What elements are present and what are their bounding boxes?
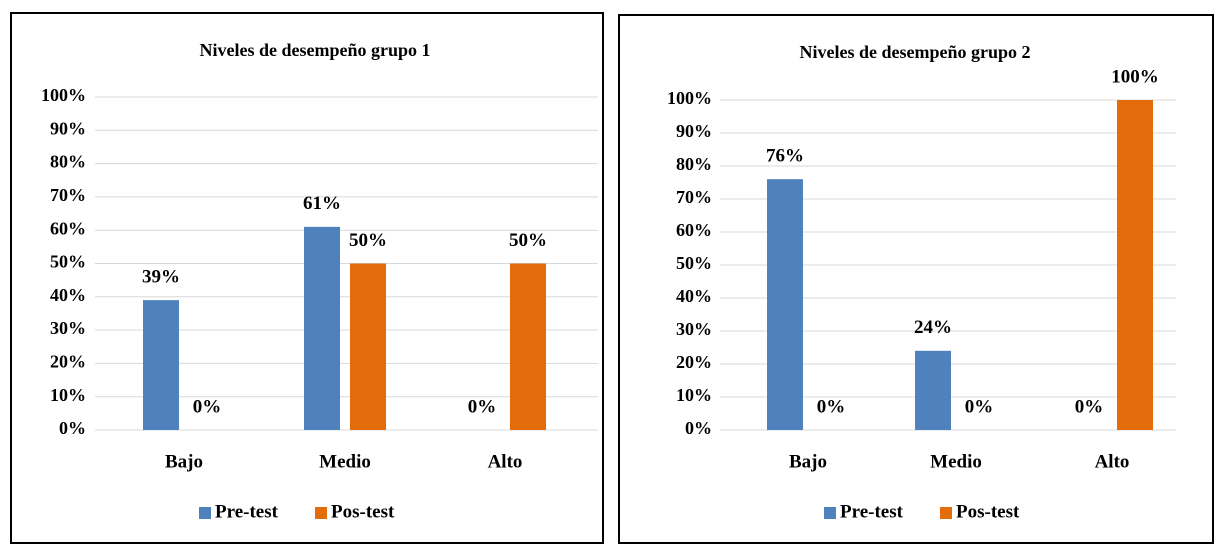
y-tick-label: 70%	[676, 187, 712, 207]
bar	[767, 179, 803, 430]
y-tick-label: 80%	[50, 152, 86, 172]
y-tick-label: 60%	[50, 218, 86, 238]
y-tick-label: 90%	[676, 121, 712, 141]
y-tick-label: 30%	[50, 318, 86, 338]
y-tick-label: 0%	[59, 418, 86, 438]
y-tick-label: 0%	[685, 418, 712, 438]
legend-label: Pos-test	[956, 501, 1020, 522]
data-label: 0%	[193, 396, 222, 417]
y-tick-label: 40%	[50, 285, 86, 305]
data-label: 76%	[766, 146, 804, 167]
data-label: 24%	[914, 317, 952, 338]
x-tick-label: Medio	[319, 451, 371, 472]
y-tick-label: 20%	[676, 352, 712, 372]
bar	[304, 226, 340, 430]
data-label: 50%	[509, 230, 547, 251]
y-tick-label: 60%	[676, 220, 712, 240]
x-tick-label: Alto	[488, 451, 523, 472]
y-tick-label: 70%	[50, 185, 86, 205]
x-tick-label: Bajo	[165, 451, 203, 472]
data-label: 0%	[817, 396, 846, 417]
y-tick-label: 50%	[676, 253, 712, 273]
y-tick-label: 40%	[676, 286, 712, 306]
y-tick-label: 80%	[676, 154, 712, 174]
legend-label: Pre-test	[215, 501, 279, 522]
legend-swatch	[824, 507, 836, 519]
bar	[350, 263, 386, 430]
y-tick-label: 30%	[676, 319, 712, 339]
data-label: 0%	[468, 396, 497, 417]
bar	[915, 350, 951, 430]
y-tick-label: 10%	[676, 385, 712, 405]
chart-title: Niveles de desempeño grupo 2	[800, 42, 1031, 62]
data-label: 100%	[1111, 66, 1159, 87]
y-tick-label: 100%	[41, 85, 86, 105]
bar	[510, 263, 546, 430]
x-tick-label: Medio	[930, 451, 982, 472]
y-tick-label: 20%	[50, 352, 86, 372]
data-label: 0%	[965, 396, 994, 417]
chart-frame	[618, 14, 1214, 544]
legend-label: Pos-test	[331, 501, 395, 522]
data-label: 61%	[303, 193, 341, 214]
chart-title: Niveles de desempeño grupo 1	[200, 40, 431, 60]
y-tick-label: 90%	[50, 118, 86, 138]
bar	[143, 300, 179, 430]
legend-swatch	[940, 507, 952, 519]
y-tick-label: 100%	[667, 88, 712, 108]
bar	[1117, 100, 1153, 430]
data-label: 50%	[349, 230, 387, 251]
x-tick-label: Alto	[1095, 451, 1130, 472]
legend-swatch	[315, 507, 327, 519]
y-tick-label: 50%	[50, 252, 86, 272]
x-tick-label: Bajo	[789, 451, 827, 472]
data-label: 0%	[1075, 396, 1104, 417]
legend-label: Pre-test	[840, 501, 904, 522]
data-label: 39%	[142, 266, 180, 287]
y-tick-label: 10%	[50, 385, 86, 405]
legend-swatch	[199, 507, 211, 519]
